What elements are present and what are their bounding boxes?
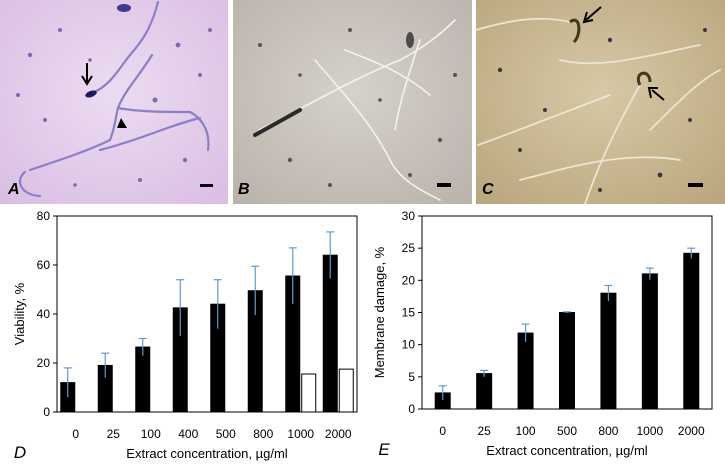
arrow-icon (582, 6, 602, 24)
sperm-head (569, 18, 581, 44)
y-tick-label: 20 (37, 356, 51, 370)
micrograph-c-debris (497, 28, 707, 192)
x-tick-label: 25 (107, 427, 121, 441)
sperm-midpiece (253, 108, 302, 137)
panel-letter-b: B (238, 181, 250, 198)
micrograph-c (475, 0, 725, 205)
membrane-damage-chart: 0 5 10 15 20 25 30 0 25 100 500 800 1000 2000 Extract … (372, 209, 713, 459)
x-tick-label: 800 (598, 424, 618, 438)
micrograph-c-background (476, 0, 725, 204)
bar (683, 252, 700, 410)
x-tick-label: 500 (557, 424, 577, 438)
sperm-head (406, 32, 414, 48)
arrowhead-icon (117, 118, 127, 128)
y-tick-label: 10 (402, 338, 416, 352)
x-tick-label: 2000 (678, 424, 705, 438)
micrograph-a (0, 0, 228, 204)
x-axis-label: Extract concentration, µg/ml (486, 443, 648, 458)
y-tick-label: 5 (408, 370, 415, 384)
x-tick-label: 0 (439, 424, 446, 438)
bar (301, 373, 317, 413)
micrograph-b-debris (258, 28, 457, 187)
bar (135, 346, 151, 413)
bar (600, 292, 617, 410)
x-tick-label: 2000 (325, 427, 352, 441)
x-tick-label: 800 (253, 427, 273, 441)
scale-bar (437, 183, 451, 187)
x-tick-label: 400 (178, 427, 198, 441)
x-tick-label: 100 (516, 424, 536, 438)
y-tick-label: 20 (402, 273, 416, 287)
bar (322, 254, 338, 413)
y-tick-label: 60 (37, 258, 51, 272)
sperm-head (117, 4, 131, 12)
y-tick-label: 15 (402, 306, 416, 320)
bar (559, 312, 575, 410)
x-tick-label: 25 (477, 424, 491, 438)
y-tick-label: 25 (402, 241, 416, 255)
micrograph-a-background (0, 0, 228, 204)
x-tick-label: 0 (72, 427, 79, 441)
panel-letter-d: D (14, 443, 26, 462)
y-tick-label: 40 (37, 307, 51, 321)
scale-bar (688, 183, 703, 187)
arrow-icon (81, 63, 93, 86)
y-axis-label: Viability, % (12, 282, 27, 345)
bar (517, 332, 534, 410)
panel-letter-a: A (7, 181, 20, 198)
x-tick-label: 500 (216, 427, 236, 441)
y-tick-label: 30 (402, 209, 416, 223)
micrograph-b-background (233, 0, 472, 204)
y-tick-label: 80 (37, 209, 51, 223)
panel-letter-c: C (482, 181, 494, 198)
y-axis-label: Membrane damage, % (372, 246, 387, 378)
x-axis-label: Extract concentration, µg/ml (126, 446, 288, 461)
scale-bar (200, 184, 213, 187)
x-tick-label: 1000 (637, 424, 664, 438)
x-tick-label: 100 (141, 427, 161, 441)
arrow-icon (647, 87, 665, 101)
bar (641, 273, 658, 410)
sperm-head (85, 90, 97, 98)
micrograph-b (233, 0, 472, 204)
micrograph-a-debris (16, 28, 212, 187)
micrograph-a-sperm-cells (18, 0, 210, 198)
y-tick-label: 0 (43, 405, 50, 419)
x-tick-label: 1000 (287, 427, 314, 441)
bar (338, 368, 354, 413)
bar (476, 373, 493, 410)
panel-letter-e: E (378, 440, 390, 459)
y-tick-label: 0 (408, 402, 415, 416)
micrograph-c-sperm-cells (475, 17, 721, 205)
sperm-head (636, 71, 652, 86)
